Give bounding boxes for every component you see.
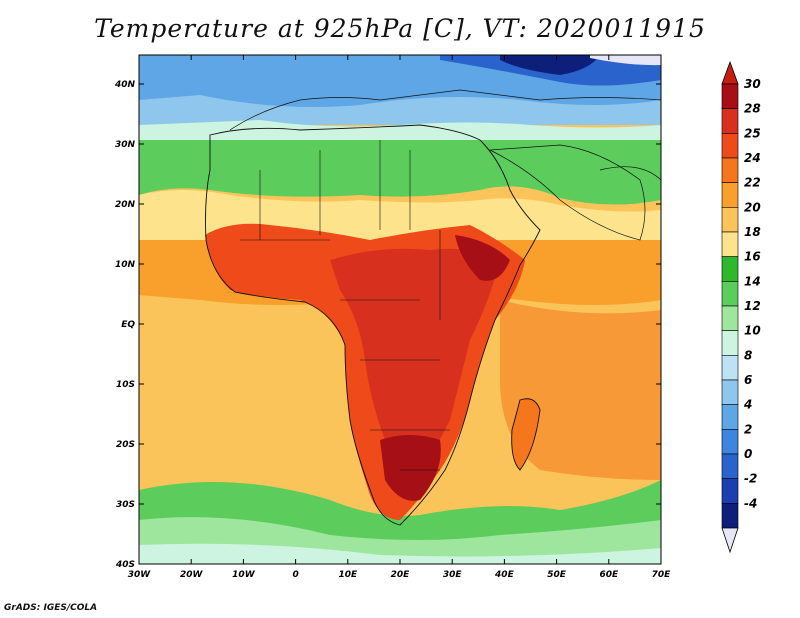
colorbar-label: 18 bbox=[744, 225, 761, 239]
lat-label: 40N bbox=[114, 80, 136, 90]
lat-label: 30S bbox=[116, 500, 135, 510]
colorbar-swatch bbox=[721, 330, 739, 356]
map-area bbox=[139, 55, 662, 564]
lon-label: 20W bbox=[180, 570, 204, 580]
lat-label: 30N bbox=[115, 140, 136, 150]
colorbar-swatch bbox=[721, 503, 739, 529]
lon-label: 40E bbox=[494, 570, 515, 580]
map-axes: 30W 20W 10W 0 10E 20E 30E 40E 50E 60E 70E 40N 30N 20N… bbox=[114, 55, 671, 580]
lon-label: 0 bbox=[292, 570, 298, 580]
lat-label: 20N bbox=[115, 200, 136, 210]
colorbar-label: 6 bbox=[744, 373, 752, 387]
colorbar-swatch bbox=[721, 108, 739, 134]
colorbar-swatch bbox=[721, 83, 739, 109]
colorbar-label: -2 bbox=[744, 472, 757, 486]
colorbar-label: 22 bbox=[744, 176, 761, 190]
lon-label: 50E bbox=[547, 570, 567, 580]
colorbar-swatch bbox=[721, 231, 739, 257]
lon-label: 20E bbox=[391, 570, 411, 580]
colorbar-label: 25 bbox=[744, 126, 761, 140]
lon-label: 10E bbox=[338, 570, 358, 580]
colorbar-label: 2 bbox=[744, 422, 752, 436]
colorbar-label: 0 bbox=[744, 447, 752, 461]
colorbar-swatch bbox=[721, 157, 739, 183]
lat-label: EQ bbox=[121, 320, 135, 330]
colorbar-label: 8 bbox=[744, 348, 752, 362]
colorbar-swatch bbox=[721, 305, 739, 331]
colorbar-cap-bottom bbox=[721, 527, 739, 554]
colorbar-swatch bbox=[721, 404, 739, 430]
colorbar-swatch bbox=[721, 133, 739, 159]
lat-label: 40S bbox=[115, 560, 135, 570]
colorbar-swatch bbox=[721, 207, 739, 233]
colorbar-label: 10 bbox=[744, 324, 761, 338]
colorbar-swatch bbox=[721, 355, 739, 381]
colorbar-label: 12 bbox=[744, 299, 761, 313]
colorbar-swatch bbox=[721, 478, 739, 504]
colorbar-swatch bbox=[721, 182, 739, 208]
colorbar-label: 28 bbox=[744, 102, 761, 116]
lon-label: 60E bbox=[599, 570, 619, 580]
colorbar-swatch bbox=[721, 256, 739, 282]
map-title: Temperature at 925hPa [C], VT: 202001191… bbox=[94, 14, 706, 43]
colorbar-label: 4 bbox=[743, 398, 752, 412]
lon-label: 30W bbox=[128, 570, 152, 580]
colorbar-swatch bbox=[721, 429, 739, 455]
lat-label: 20S bbox=[116, 440, 135, 450]
lon-label: 10W bbox=[232, 570, 256, 580]
colorbar-label: 16 bbox=[744, 250, 761, 264]
colorbar-swatch bbox=[721, 379, 739, 405]
lat-label: 10N bbox=[115, 260, 136, 270]
colorbar-swatch bbox=[721, 281, 739, 307]
colorbar-label: -4 bbox=[744, 496, 757, 510]
lon-label: 70E bbox=[652, 570, 672, 580]
colorbar-label: 14 bbox=[744, 274, 761, 288]
grads-credit: GrADS: IGES/COLA bbox=[4, 603, 98, 613]
colorbar-swatch bbox=[721, 453, 739, 479]
colorbar-label: 30 bbox=[744, 77, 761, 91]
colorbar-label: 24 bbox=[744, 151, 761, 165]
colorbar-cap-top bbox=[721, 60, 739, 85]
lon-label: 30E bbox=[443, 570, 463, 580]
colorbar-label: 20 bbox=[744, 200, 761, 214]
lat-label: 10S bbox=[116, 380, 135, 390]
